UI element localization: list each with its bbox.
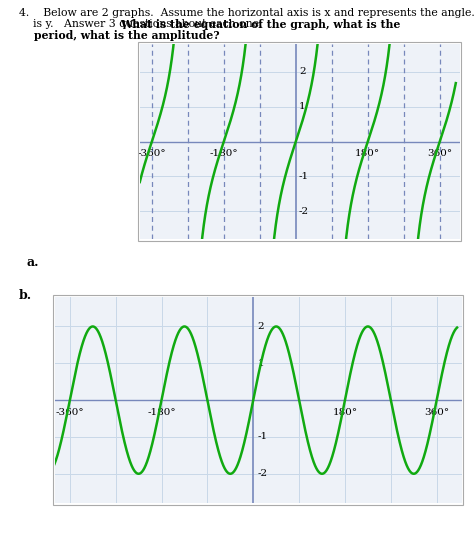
Text: 180°: 180° [332, 408, 357, 417]
Text: b.: b. [19, 289, 32, 302]
Text: is y.   Answer 3 questions about each one:: is y. Answer 3 questions about each one: [19, 19, 266, 29]
Text: -1: -1 [257, 432, 267, 442]
Text: a.: a. [26, 256, 38, 269]
Text: -2: -2 [299, 207, 309, 216]
Text: 2: 2 [299, 68, 306, 76]
Text: What is the equation of the graph, what is the: What is the equation of the graph, what … [120, 19, 401, 30]
Text: -1: -1 [299, 172, 309, 181]
Text: 360°: 360° [427, 149, 452, 158]
Text: 360°: 360° [424, 408, 449, 417]
Text: 180°: 180° [355, 149, 380, 158]
Text: 1: 1 [257, 359, 264, 368]
Text: 2: 2 [257, 322, 264, 331]
Text: -360°: -360° [55, 408, 84, 417]
Text: -360°: -360° [137, 149, 166, 158]
Text: 4.    Below are 2 graphs.  Assume the horizontal axis is x and represents the an: 4. Below are 2 graphs. Assume the horizo… [19, 8, 474, 18]
Text: -2: -2 [257, 469, 267, 478]
Text: -180°: -180° [147, 408, 176, 417]
Text: -180°: -180° [210, 149, 238, 158]
Text: period, what is the amplitude?: period, what is the amplitude? [19, 30, 219, 41]
Text: 1: 1 [299, 102, 306, 111]
